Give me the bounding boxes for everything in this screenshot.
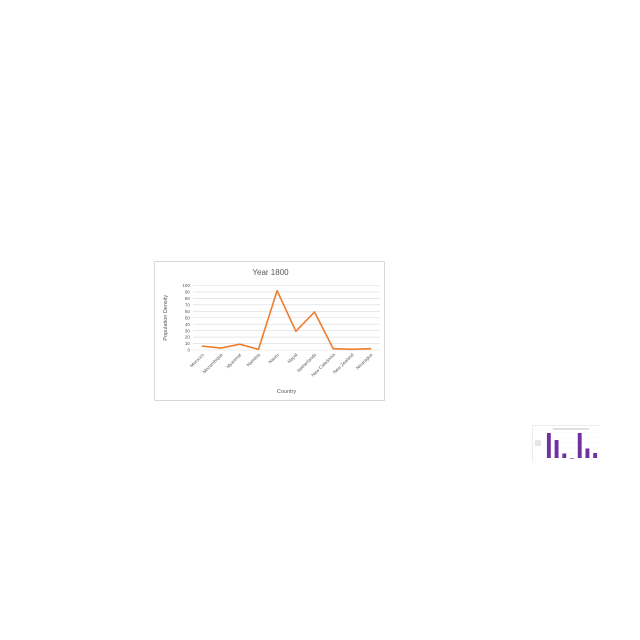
x-axis-title: Country [277, 389, 297, 395]
y-tick-label: 100 [182, 283, 190, 288]
data-point [332, 347, 335, 350]
data-point [201, 345, 204, 348]
thumbnail-axis-label [535, 440, 541, 446]
y-tick-label: 70 [185, 302, 191, 307]
y-tick-label: 90 [185, 290, 191, 295]
thumbnail-bar [585, 448, 590, 458]
x-tick-label: Nepal [287, 352, 299, 364]
data-point [294, 330, 297, 333]
thumbnail-chart[interactable] [532, 425, 601, 463]
y-axis-title: Population Density [163, 295, 169, 341]
series-line [201, 289, 372, 351]
x-tick-label: Namibia [246, 352, 262, 368]
line-chart[interactable]: Year 1800 0 10 20 30 40 50 60 70 80 90 100 Morocco… [154, 261, 385, 401]
thumbnail-title [553, 428, 589, 430]
y-tick-label: 30 [185, 328, 191, 333]
series-layer [201, 289, 372, 351]
x-tick-label: Morocco [189, 352, 205, 368]
y-tick-label: 50 [185, 315, 191, 320]
x-tick-label: Nicaragua [355, 352, 374, 371]
x-tick-label: Mozambique [202, 352, 224, 374]
x-tick-label: Myanmar [225, 352, 242, 369]
y-tick-label: 20 [185, 335, 191, 340]
data-point [238, 343, 241, 346]
data-point [369, 347, 372, 350]
y-tick-label: 60 [185, 309, 191, 314]
thumbnail-bar [546, 433, 551, 458]
data-point [351, 348, 354, 351]
data-point [313, 311, 316, 314]
thumbnail-bar [562, 453, 567, 458]
y-tick-label: 0 [187, 348, 190, 353]
thumbnail-chart-svg [533, 426, 601, 463]
thumbnail-bar [577, 433, 582, 458]
thumbnail-bar [554, 440, 559, 458]
thumbnail-bar [570, 458, 574, 459]
y-tick-label: 80 [185, 296, 191, 301]
data-point [220, 347, 223, 350]
y-tick-label: 10 [185, 341, 191, 346]
chart-title: Year 1800 [252, 268, 289, 277]
y-tick-label: 40 [185, 322, 191, 327]
gridlines [193, 285, 380, 351]
thumbnail-bar [593, 453, 598, 458]
x-tick-label: Nauru [267, 352, 280, 365]
thumbnail-background [533, 426, 601, 463]
data-point [257, 348, 260, 351]
thumbnail-bars [533, 426, 601, 463]
data-point [276, 289, 279, 292]
